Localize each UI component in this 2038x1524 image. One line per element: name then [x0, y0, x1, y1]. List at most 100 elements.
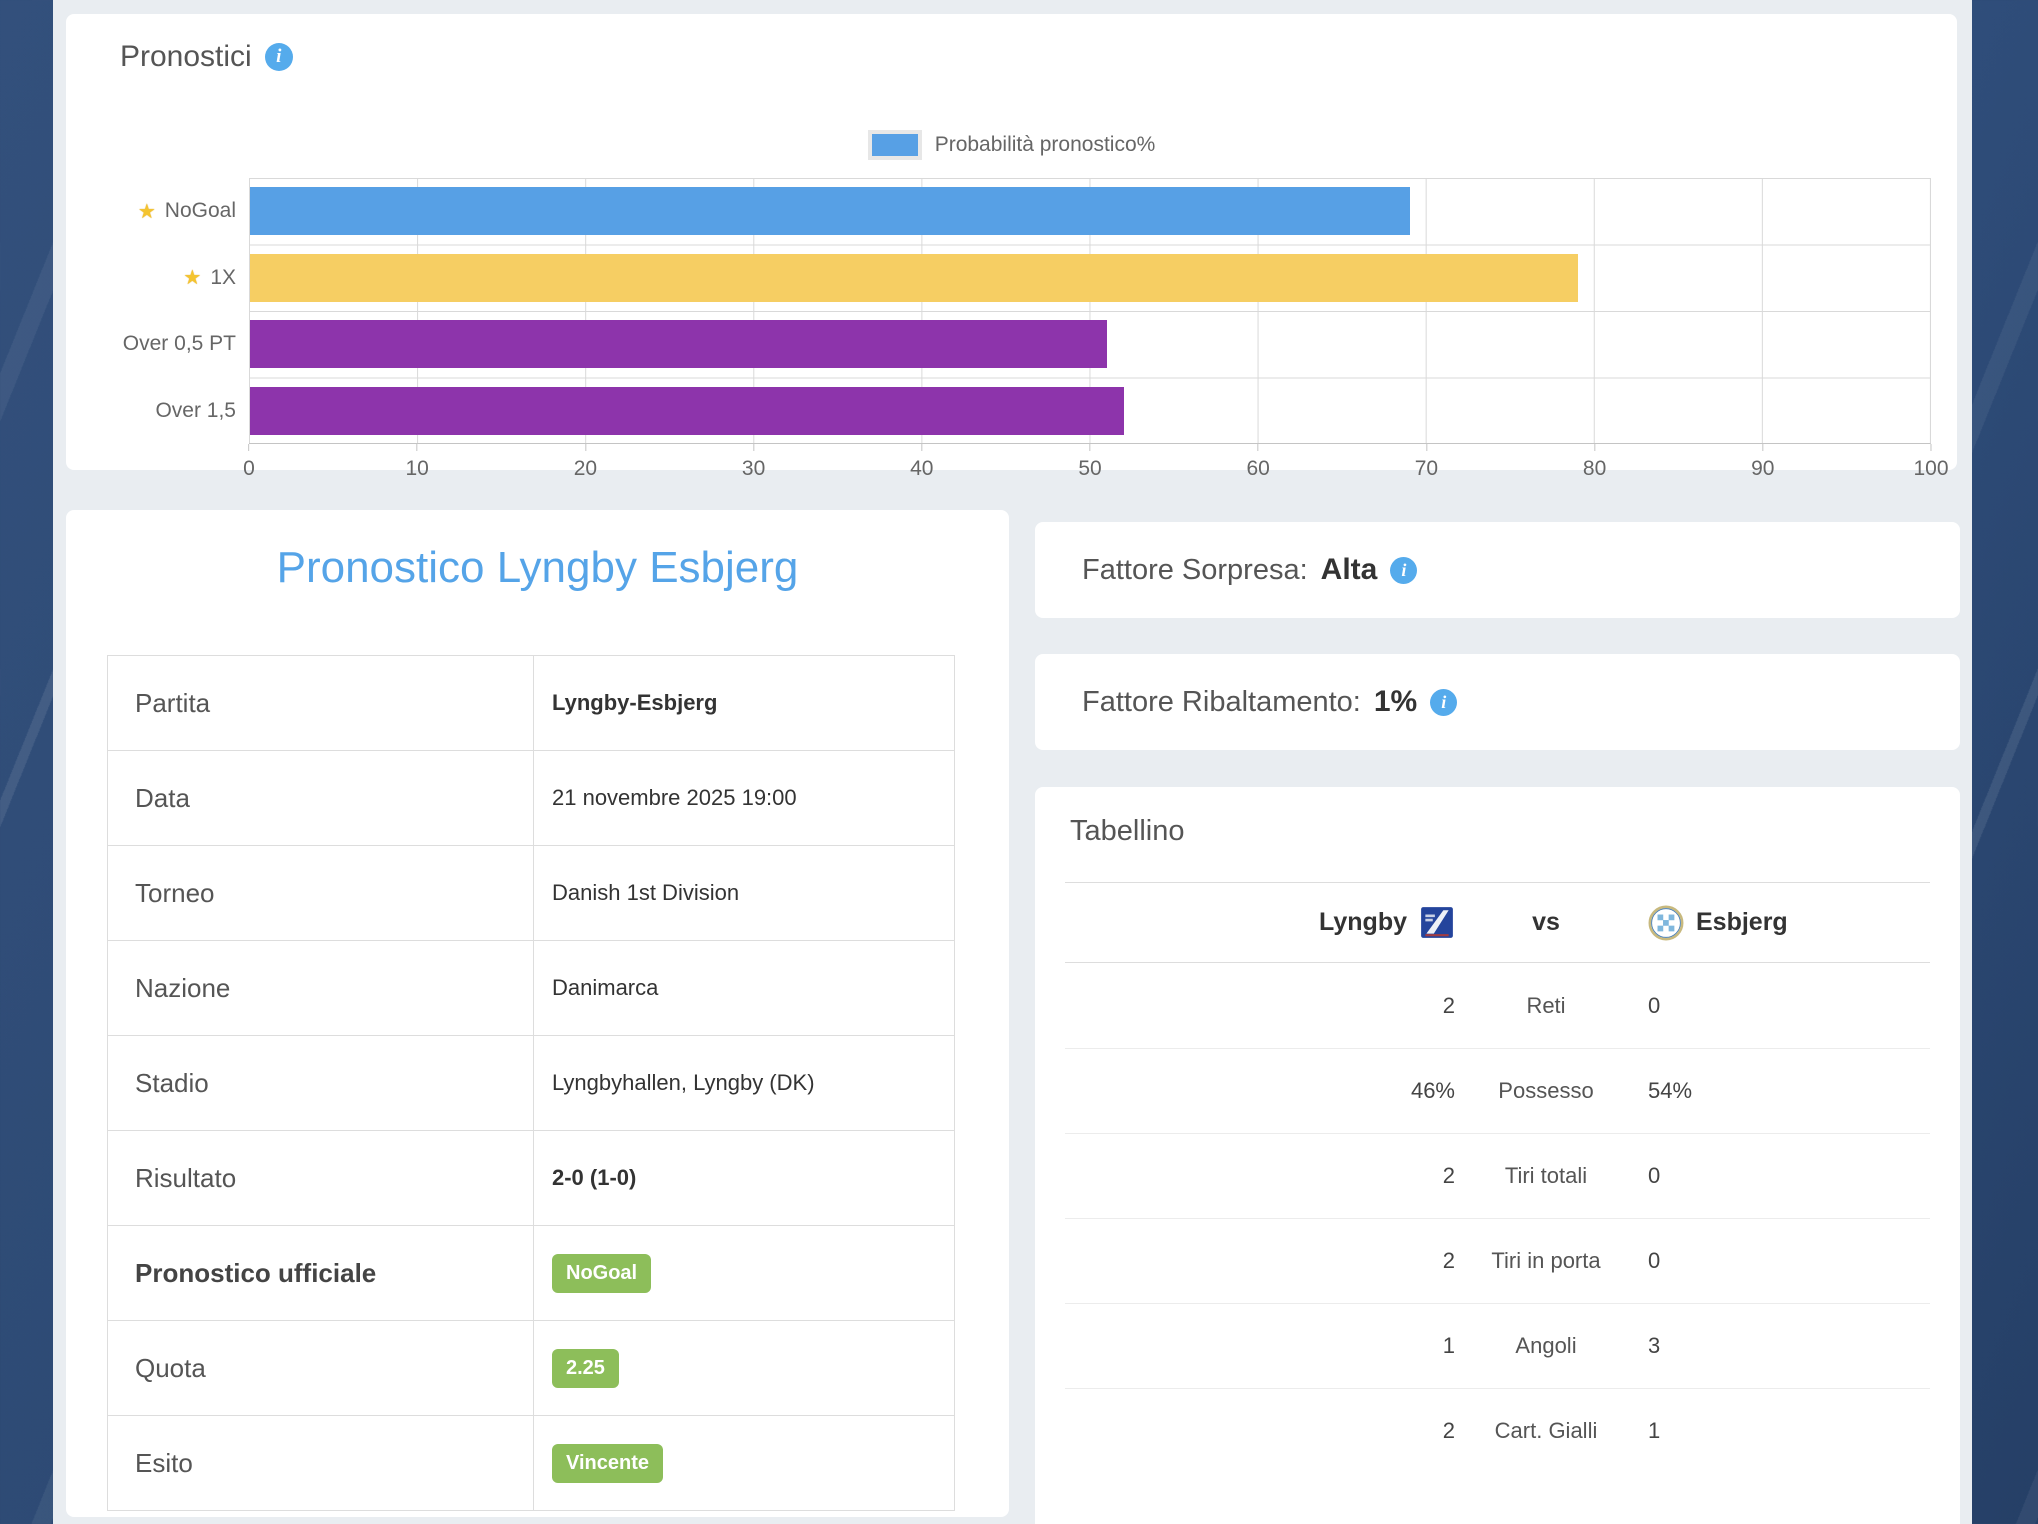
home-value: 46%	[1410, 1078, 1455, 1103]
chart-category-label: Over 0,5 PT	[66, 311, 236, 378]
row-label: Quota	[135, 1352, 206, 1383]
table-row: Pronostico ufficiale NoGoal	[107, 1225, 955, 1321]
stat-row: 2 Cart. Gialli 1	[1065, 1388, 1930, 1473]
tick-mark	[248, 444, 250, 451]
factor-label: Fattore Sorpresa:	[1082, 553, 1308, 586]
table-row: Esito Vincente	[107, 1415, 955, 1511]
home-value: 2	[1442, 1163, 1455, 1188]
stat-label: Reti	[1526, 992, 1566, 1018]
tick-label: 30	[741, 457, 766, 480]
tick-label: 80	[1582, 457, 1607, 480]
x-axis-tick: 50	[1078, 444, 1102, 481]
home-value: 2	[1442, 1418, 1455, 1443]
stat-label: Tiri in porta	[1491, 1248, 1601, 1273]
row-label: Risultato	[135, 1162, 237, 1193]
row-value: Danish 1st Division	[552, 880, 740, 905]
legend-label: Probabilità pronostico%	[934, 133, 1156, 156]
chart-category-label: Over 1,5	[66, 378, 236, 445]
tick-label: 70	[1414, 457, 1439, 480]
row-value: Lyngbyhallen, Lyngby (DK)	[552, 1070, 815, 1095]
factor-value: Alta	[1320, 553, 1378, 586]
vs-label: vs	[1532, 908, 1560, 936]
row-value: Lyngby-Esbjerg	[552, 690, 718, 715]
chart-bar	[250, 253, 1578, 302]
value-badge: 2.25	[552, 1348, 619, 1388]
tabellino-title: Tabellino	[1070, 815, 1185, 847]
tick-label: 100	[1913, 457, 1949, 480]
away-value: 1	[1648, 1418, 1661, 1443]
away-value: 3	[1648, 1333, 1661, 1358]
info-icon[interactable]	[264, 43, 293, 71]
tabellino-card: Tabellino Lyngby vs	[1035, 787, 1960, 1524]
row-label: Stadio	[135, 1067, 209, 1098]
tick-mark	[1425, 444, 1427, 451]
x-axis-tick: 30	[742, 444, 765, 481]
tick-mark	[1257, 444, 1259, 451]
table-row: Nazione Danimarca	[107, 940, 955, 1036]
table-row: Risultato 2-0 (1-0)	[107, 1130, 955, 1226]
stat-row: 1 Angoli 3	[1065, 1303, 1930, 1388]
fattore-ribaltamento-card: Fattore Ribaltamento: 1%	[1035, 654, 1960, 750]
x-axis-tick: 40	[910, 444, 933, 481]
tick-mark	[416, 444, 418, 451]
x-axis-tick: 100	[1913, 444, 1949, 481]
row-value: 21 novembre 2025 19:00	[552, 785, 797, 810]
row-value: Danimarca	[552, 975, 659, 1000]
x-axis-tick: 70	[1415, 444, 1438, 481]
match-details-table: Partita Lyngby-Esbjerg Data 21 novembre …	[107, 655, 955, 1511]
tick-mark	[1930, 444, 1932, 451]
table-row: Torneo Danish 1st Division	[107, 845, 955, 941]
row-label: Esito	[135, 1447, 193, 1478]
x-axis-tick: 90	[1751, 444, 1774, 481]
category-text: NoGoal	[164, 199, 236, 223]
chart-category-label: ★ 1X	[66, 245, 236, 312]
chart-legend[interactable]: Probabilità pronostico%	[66, 130, 1957, 160]
row-label: Data	[135, 782, 190, 813]
stat-label: Angoli	[1515, 1333, 1577, 1358]
tabellino-table: Lyngby vs	[1065, 882, 1930, 1473]
stat-row: 46% Possesso 54%	[1065, 1048, 1930, 1133]
table-row: Partita Lyngby-Esbjerg	[107, 655, 955, 751]
factor-label: Fattore Ribaltamento:	[1082, 685, 1361, 718]
home-team-name: Lyngby	[1319, 908, 1407, 936]
tick-label: 60	[1246, 457, 1270, 480]
stat-row: 2 Tiri totali 0	[1065, 1133, 1930, 1218]
away-value: 0	[1648, 992, 1661, 1018]
tick-label: 20	[573, 457, 598, 480]
tick-label: 50	[1078, 457, 1102, 480]
chart-category-label: ★ NoGoal	[66, 178, 236, 245]
stat-label: Possesso	[1498, 1078, 1594, 1103]
chart-plot	[249, 178, 1931, 444]
table-row: Quota 2.25	[107, 1320, 955, 1416]
away-value: 0	[1648, 1163, 1661, 1188]
tick-label: 10	[405, 457, 429, 480]
x-axis-tick: 20	[574, 444, 597, 481]
fattore-sorpresa-card: Fattore Sorpresa: Alta	[1035, 522, 1960, 618]
esbjerg-logo-icon	[1648, 905, 1684, 941]
match-prediction-card: Pronostico Lyngby Esbjerg Partita Lyngby…	[66, 510, 1009, 1517]
match-table-body: Partita Lyngby-Esbjerg Data 21 novembre …	[107, 655, 955, 1511]
home-value: 1	[1442, 1333, 1455, 1358]
tabellino-header-row: Lyngby vs	[1065, 882, 1930, 963]
away-value: 54%	[1648, 1078, 1693, 1103]
row-label: Partita	[135, 687, 211, 718]
factor-value: 1%	[1373, 685, 1418, 718]
tick-mark	[1594, 444, 1596, 451]
info-icon[interactable]	[1430, 688, 1458, 716]
row-label: Nazione	[135, 972, 231, 1003]
stat-label: Cart. Gialli	[1494, 1418, 1598, 1443]
tick-label: 40	[910, 457, 934, 480]
stat-label: Tiri totali	[1504, 1163, 1588, 1188]
pronostici-chart-card: Pronostici Probabilità pronostico% ★ NoG…	[66, 14, 1957, 480]
tick-mark	[921, 444, 923, 451]
lyngby-logo-icon	[1419, 905, 1455, 941]
x-axis-tick: 10	[406, 444, 429, 481]
info-icon[interactable]	[1390, 556, 1418, 584]
table-row: Stadio Lyngbyhallen, Lyngby (DK)	[107, 1035, 955, 1131]
chart-xticks: 0 10 20 30 40 50 60 70 80 90 100	[243, 444, 1949, 488]
x-axis-tick: 60	[1247, 444, 1270, 481]
stat-row: 2 Reti 0	[1065, 963, 1930, 1048]
category-text: 1X	[210, 265, 236, 289]
x-axis-tick: 80	[1583, 444, 1606, 481]
row-label: Torneo	[135, 877, 215, 908]
